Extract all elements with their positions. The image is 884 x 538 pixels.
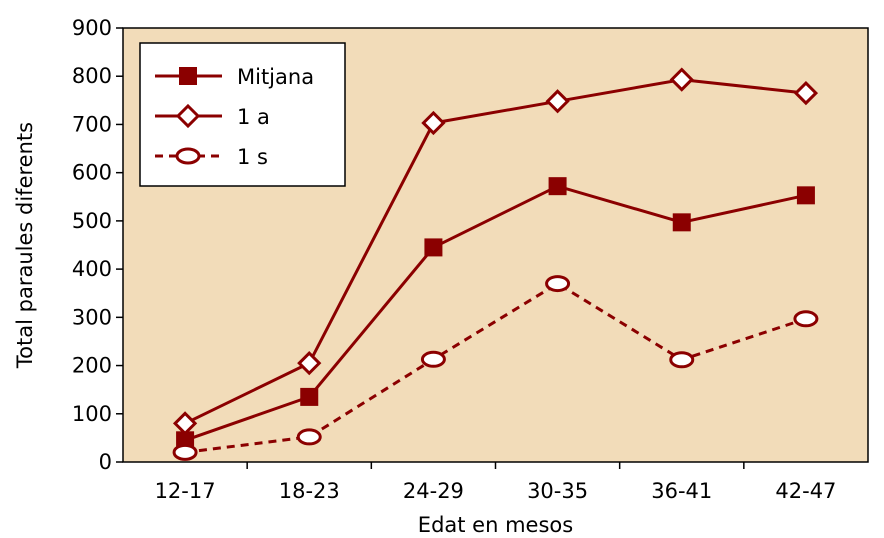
- data-point: [796, 186, 815, 205]
- series-1: [172, 67, 819, 436]
- series-2: [172, 275, 819, 461]
- data-point: [793, 310, 819, 328]
- x-tick-label: 12-17: [155, 479, 216, 503]
- legend: Mitjana 1 a 1 s: [139, 42, 346, 187]
- data-point: [545, 89, 570, 114]
- data-point: [296, 428, 322, 446]
- legend-item: Mitjana: [155, 65, 314, 89]
- y-tick-label: 200: [72, 354, 112, 378]
- data-point: [420, 350, 446, 368]
- legend-label: Mitjana: [237, 65, 314, 89]
- x-tick-label: 24-29: [403, 479, 464, 503]
- y-tick-label: 300: [72, 305, 112, 329]
- data-point: [793, 80, 819, 106]
- y-tick-label: 600: [72, 161, 112, 185]
- legend-label: 1 s: [237, 145, 268, 169]
- y-tick-label: 800: [72, 64, 112, 88]
- x-axis: 12-17 18-23 24-29 30-35 36-41 42-47: [155, 462, 836, 503]
- x-tick-label: 18-23: [279, 479, 340, 503]
- data-point: [421, 110, 446, 136]
- y-tick-label: 700: [72, 112, 112, 136]
- legend-item: 1 s: [155, 145, 268, 169]
- x-tick-label: 36-41: [651, 479, 712, 503]
- y-axis: 0 100 200 300 400 500 600 700 800 900: [72, 16, 123, 474]
- series-layer: [172, 67, 819, 461]
- data-point: [545, 275, 571, 293]
- data-point: [669, 67, 694, 92]
- data-point: [297, 351, 322, 376]
- y-axis-title: Total paraules diferents: [13, 122, 37, 369]
- series-line: [184, 184, 807, 442]
- data-point: [172, 443, 198, 461]
- y-tick-label: 900: [72, 16, 112, 40]
- data-point: [669, 351, 695, 369]
- y-tick-label: 100: [72, 402, 112, 426]
- x-axis-title: Edat en mesos: [418, 513, 573, 537]
- legend-swatch-marker: [175, 147, 201, 165]
- series-line: [184, 281, 807, 454]
- data-point: [672, 213, 691, 232]
- data-point: [424, 238, 443, 257]
- legend-swatch-marker: [175, 103, 201, 129]
- data-point: [548, 177, 567, 196]
- y-tick-label: 500: [72, 209, 112, 233]
- legend-label: 1 a: [237, 105, 270, 129]
- series-line: [184, 78, 807, 425]
- y-tick-label: 400: [72, 257, 112, 281]
- data-point: [300, 387, 319, 406]
- legend-swatch-marker: [179, 67, 197, 85]
- x-tick-label: 42-47: [775, 479, 836, 503]
- legend-item: 1 a: [155, 103, 270, 129]
- y-tick-label: 0: [99, 450, 112, 474]
- data-point: [172, 411, 198, 436]
- x-tick-label: 30-35: [527, 479, 588, 503]
